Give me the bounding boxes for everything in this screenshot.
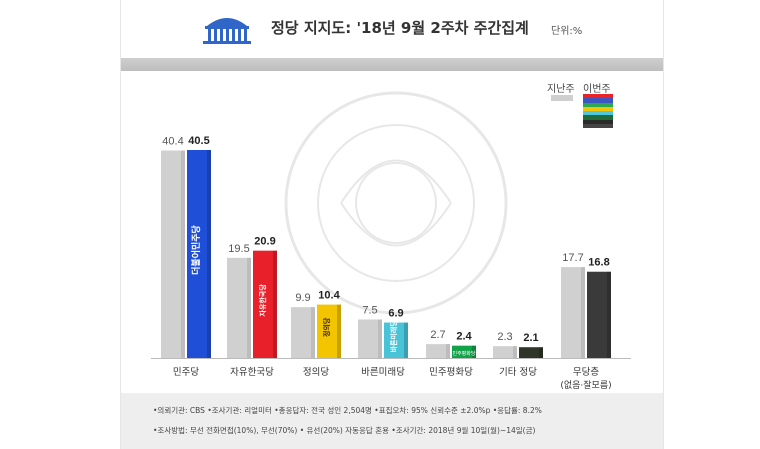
- bar-curr-3: [384, 322, 408, 358]
- bar-curr-side-4: [472, 345, 476, 358]
- bar-curr-4: [452, 345, 476, 358]
- legend-prev-swatch: [551, 95, 573, 101]
- value-label-prev-1: 19.5: [228, 243, 249, 255]
- bar-curr-side-1: [273, 250, 277, 358]
- bar-prev-side-0: [181, 150, 185, 358]
- bar-logo-2: 정의당: [322, 317, 331, 337]
- value-label-curr-4: 2.4: [456, 331, 472, 343]
- bar-curr-side-6: [607, 271, 611, 358]
- value-label-prev-2: 9.9: [295, 292, 310, 304]
- bar-prev-side-3: [378, 319, 382, 358]
- legend-curr-stripe-4: [583, 111, 613, 116]
- bar-prev-side-2: [311, 307, 315, 358]
- category-label-1: 자유한국당: [230, 367, 274, 378]
- value-label-curr-1: 20.9: [254, 236, 275, 248]
- footer-line-2: •조사방법: 무선 전화면접(10%), 무선(70%) • 유선(20%) 자…: [153, 426, 536, 435]
- legend-curr-stripe-1: [583, 98, 613, 103]
- category-label-5: 기타 정당: [499, 367, 537, 378]
- value-label-prev-5: 2.3: [497, 331, 512, 343]
- bar-logo-0: 더불어민주당: [190, 224, 202, 274]
- value-label-prev-0: 40.4: [162, 136, 183, 148]
- value-label-curr-5: 2.1: [523, 332, 538, 344]
- national-assembly-icon: [203, 18, 251, 44]
- value-label-prev-3: 7.5: [362, 304, 377, 316]
- legend-curr-stripe-3: [583, 106, 613, 111]
- category-label-2: 정의당: [303, 367, 329, 378]
- bar-curr-0: [187, 150, 211, 358]
- bar-curr-1: [253, 250, 277, 358]
- infographic-card: 정당 지지도: '18년 9월 2주차 주간집계 단위:% 지난주 이번주 40…: [120, 0, 664, 449]
- legend-curr-swatch: [583, 94, 613, 128]
- bar-prev-side-5: [513, 346, 517, 358]
- category-label-6: 무당층: [573, 367, 599, 378]
- bar-curr-side-0: [207, 150, 211, 358]
- footer-line-1: •의뢰기관: CBS •조사기관: 리얼미터 •총응답자: 전국 성인 2,50…: [153, 406, 542, 415]
- value-label-curr-6: 16.8: [588, 257, 609, 269]
- category-label-4: 민주평화당: [429, 367, 473, 378]
- legend-curr-stripe-6: [583, 119, 613, 124]
- value-label-curr-3: 6.9: [388, 308, 403, 320]
- assembly-seal-watermark-icon: [284, 91, 508, 315]
- bar-prev-side-4: [446, 344, 450, 358]
- bar-curr-side-3: [404, 322, 408, 358]
- footer-notes: •의뢰기관: CBS •조사기관: 리얼미터 •총응답자: 전국 성인 2,50…: [121, 393, 663, 449]
- legend-curr-stripe-5: [583, 115, 613, 120]
- value-label-prev-4: 2.7: [430, 329, 445, 341]
- bar-prev-side-1: [247, 257, 251, 358]
- legend-curr-stripe-7: [583, 123, 613, 128]
- legend-prev-label: 지난주: [547, 84, 575, 95]
- header-stripe: [121, 58, 663, 71]
- bar-curr-2: [317, 304, 341, 358]
- bar-curr-5: [519, 347, 543, 358]
- value-label-curr-2: 10.4: [318, 290, 340, 302]
- bar-curr-side-2: [337, 304, 341, 358]
- title-bar: 정당 지지도: '18년 9월 2주차 주간집계 단위:%: [121, 0, 663, 58]
- legend-curr-label: 이번주: [583, 84, 611, 95]
- legend-curr-stripe-2: [583, 102, 613, 107]
- bar-prev-4: [426, 344, 450, 358]
- bar-logo-4: 민주평화당: [452, 350, 475, 357]
- page-title: 정당 지지도: '18년 9월 2주차 주간집계: [271, 19, 529, 37]
- category-label-3: 바른미래당: [361, 367, 405, 378]
- bar-logo-3: 바른미래당: [389, 320, 398, 353]
- legend-curr-stripe-0: [583, 94, 613, 99]
- bar-logo-1: 자유한국당: [258, 284, 267, 317]
- value-label-curr-0: 40.5: [188, 135, 209, 147]
- category-note-6: (없음·잘모름): [560, 379, 611, 391]
- bar-curr-side-5: [539, 347, 543, 358]
- value-label-prev-6: 17.7: [562, 252, 583, 264]
- bar-curr-6: [587, 271, 611, 358]
- category-label-0: 민주당: [173, 367, 199, 378]
- bar-prev-5: [493, 346, 517, 358]
- unit-label: 단위:%: [551, 26, 583, 37]
- bar-prev-side-6: [581, 267, 585, 358]
